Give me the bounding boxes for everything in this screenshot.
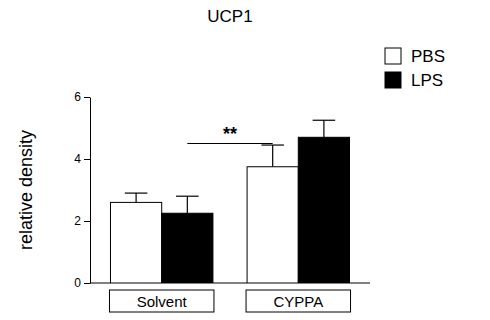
error-whisker — [187, 196, 188, 213]
y-tick-mark — [84, 97, 90, 98]
error-whisker — [323, 120, 324, 137]
legend-swatch — [385, 48, 401, 64]
plot: 0 2 4 6 Solvent CYPPA ** — [74, 90, 370, 312]
y-tick-label: 6 — [74, 90, 81, 104]
error-cap — [125, 193, 148, 194]
legend-item: PBS — [385, 47, 445, 66]
error-whisker — [135, 193, 136, 202]
bar — [247, 167, 298, 283]
y-label: relative density — [16, 130, 36, 250]
y-axis: 0 2 4 6 — [74, 90, 90, 290]
error-cap — [176, 196, 199, 197]
error-cap — [313, 120, 336, 121]
category-box — [109, 290, 213, 312]
legend: PBS LPS — [385, 47, 445, 90]
legend-label: PBS — [411, 47, 445, 66]
bar — [298, 137, 349, 283]
x-tick-label: CYPPA — [273, 293, 323, 310]
chart: 0 2 4 6 Solvent CYPPA ** UCP1 relative density PB… — [0, 0, 490, 320]
significance-label: ** — [223, 124, 237, 144]
y-tick: 6 — [74, 90, 90, 104]
y-tick-label: 2 — [74, 214, 81, 228]
category-box — [246, 290, 350, 312]
x-tick-label: Solvent — [137, 293, 188, 310]
error-cap — [261, 144, 284, 145]
legend-item: LPS — [385, 71, 443, 90]
y-tick-mark — [84, 283, 90, 284]
y-tick-mark — [84, 159, 90, 160]
error-whisker — [272, 145, 273, 167]
y-tick-label: 0 — [74, 276, 81, 290]
error-bar — [176, 196, 199, 213]
y-tick: 0 — [74, 276, 90, 290]
y-tick-label: 4 — [74, 152, 81, 166]
error-bar — [125, 193, 148, 202]
bar — [162, 213, 213, 283]
title: UCP1 — [207, 7, 252, 26]
error-bar — [313, 120, 336, 137]
bars — [110, 120, 349, 283]
legend-swatch — [385, 72, 401, 88]
error-bar — [261, 145, 284, 167]
legend-label: LPS — [411, 71, 443, 90]
y-axis-line — [90, 98, 91, 284]
bar — [110, 202, 161, 283]
y-tick-mark — [84, 221, 90, 222]
y-tick: 4 — [74, 152, 90, 166]
y-tick: 2 — [74, 214, 90, 228]
